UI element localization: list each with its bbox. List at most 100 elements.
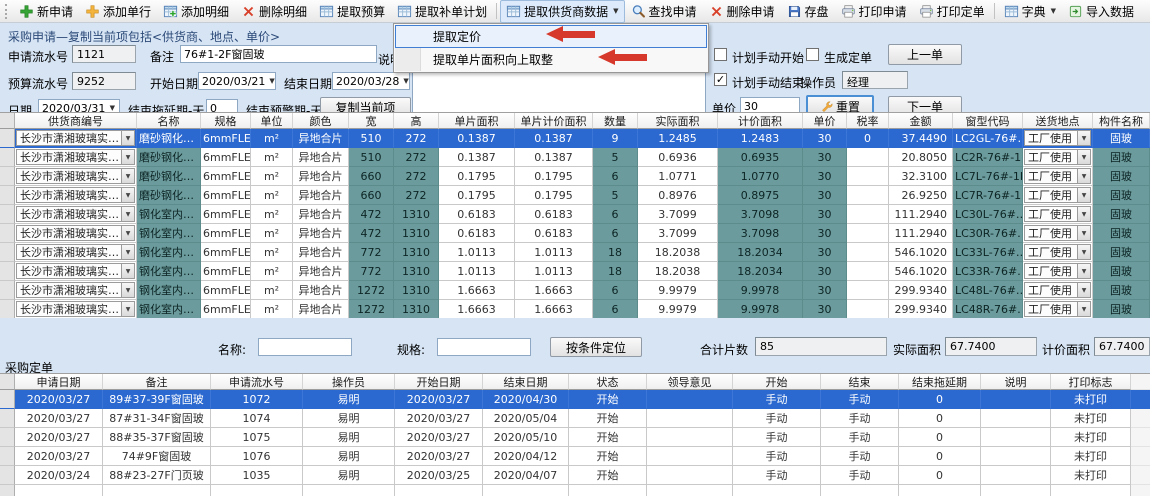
grid-cell[interactable]: 1.2485: [638, 129, 718, 148]
grid-cell[interactable]: 0.6936: [638, 148, 718, 167]
grid-cell[interactable]: 1310: [394, 205, 439, 224]
grid-cell[interactable]: 472: [349, 205, 394, 224]
grid-cell[interactable]: [647, 428, 733, 447]
manual-start-checkbox[interactable]: [714, 48, 727, 61]
grid-cell[interactable]: 0.8976: [638, 186, 718, 205]
grid-cell[interactable]: 1.0770: [718, 167, 803, 186]
grid-cell[interactable]: 1.0113: [515, 243, 593, 262]
grid-cell[interactable]: 6: [593, 300, 638, 318]
grid-cell[interactable]: 1310: [394, 281, 439, 300]
grid-cell[interactable]: 1310: [394, 262, 439, 281]
grid-cell[interactable]: 0.1387: [439, 148, 515, 167]
grid-cell[interactable]: 固玻: [1093, 243, 1150, 262]
grid-cell[interactable]: [15, 485, 103, 496]
column-header[interactable]: 说明: [981, 374, 1051, 390]
grid-cell[interactable]: 2020/03/27: [15, 428, 103, 447]
grid-cell[interactable]: 660: [349, 167, 394, 186]
grid-cell[interactable]: 未打印: [1051, 409, 1131, 428]
grid-cell[interactable]: 0.8975: [718, 186, 803, 205]
grid-cell[interactable]: 546.1020: [889, 262, 953, 281]
grid-cell[interactable]: 长沙市潇湘玻璃实… ▼: [15, 262, 137, 281]
column-header[interactable]: 供货商编号: [15, 113, 137, 129]
column-header[interactable]: 申请流水号: [211, 374, 303, 390]
grid-cell[interactable]: 30: [803, 186, 847, 205]
column-header[interactable]: 单片面积: [439, 113, 515, 129]
grid-cell[interactable]: 3.7099: [638, 205, 718, 224]
grid-cell[interactable]: [847, 186, 889, 205]
column-header[interactable]: 打印标志: [1051, 374, 1131, 390]
grid-cell[interactable]: [981, 447, 1051, 466]
order-row[interactable]: 2020/03/27 89#37-39F窗固玻 1072 易明 2020/03/27 20…: [0, 390, 1150, 409]
grid-cell[interactable]: 87#31-34F窗固玻: [103, 409, 211, 428]
grid-cell[interactable]: 1.2483: [718, 129, 803, 148]
grid-cell[interactable]: 0.1795: [515, 186, 593, 205]
grid-cell[interactable]: [395, 485, 483, 496]
column-header[interactable]: 金额: [889, 113, 953, 129]
row-selector[interactable]: [0, 243, 15, 262]
column-header[interactable]: 颜色: [293, 113, 349, 129]
grid-cell[interactable]: LC2GL-76#…: [953, 129, 1023, 148]
grid-cell[interactable]: m²: [251, 243, 293, 262]
grid-cell[interactable]: 工厂使用 ▼: [1023, 205, 1093, 224]
grid-cell[interactable]: 钢化室内…: [137, 243, 201, 262]
grid-cell[interactable]: 工厂使用 ▼: [1023, 148, 1093, 167]
grid-cell[interactable]: 26.9250: [889, 186, 953, 205]
column-header[interactable]: 税率: [847, 113, 889, 129]
grid-cell[interactable]: 6mmFLE…: [201, 243, 251, 262]
grid-cell[interactable]: 9.9979: [638, 281, 718, 300]
grid-cell[interactable]: 2020/03/27: [15, 447, 103, 466]
column-header[interactable]: 送货地点: [1023, 113, 1093, 129]
filter-spec-input[interactable]: [437, 338, 531, 356]
grid-cell[interactable]: 18.2034: [718, 243, 803, 262]
grid-cell[interactable]: 30: [803, 281, 847, 300]
column-header[interactable]: 规格: [201, 113, 251, 129]
generate-order-checkbox[interactable]: [806, 48, 819, 61]
column-header[interactable]: 申请日期: [15, 374, 103, 390]
column-header[interactable]: 高: [394, 113, 439, 129]
toolbar-button-new-application[interactable]: 新申请: [13, 0, 79, 23]
grid-cell[interactable]: 18.2034: [718, 262, 803, 281]
column-header[interactable]: 结束: [821, 374, 899, 390]
grid-cell[interactable]: 工厂使用 ▼: [1023, 300, 1093, 318]
grid-cell[interactable]: 111.2940: [889, 205, 953, 224]
grid-cell[interactable]: 30: [803, 148, 847, 167]
grid-cell[interactable]: LC48L-76#…: [953, 281, 1023, 300]
manual-end-checkbox[interactable]: ✓: [714, 73, 727, 86]
grid-cell[interactable]: [733, 485, 821, 496]
grid-cell[interactable]: 1075: [211, 428, 303, 447]
detail-row[interactable]: 长沙市潇湘玻璃实…▼磨砂钢化…6mmFLE…m²异地合片6602720.1795…: [0, 167, 1150, 186]
grid-cell[interactable]: 工厂使用 ▼: [1023, 243, 1093, 262]
grid-cell[interactable]: 异地合片: [293, 129, 349, 148]
grid-cell[interactable]: 0.1387: [515, 148, 593, 167]
grid-cell[interactable]: 工厂使用 ▼: [1023, 167, 1093, 186]
grid-cell[interactable]: [899, 485, 981, 496]
grid-cell[interactable]: 18: [593, 243, 638, 262]
grid-cell[interactable]: 1272: [349, 300, 394, 318]
dropdown-arrow-icon[interactable]: ▼: [121, 283, 134, 297]
grid-cell[interactable]: [847, 281, 889, 300]
row-selector[interactable]: [0, 167, 15, 186]
toolbar-button-import-data[interactable]: 导入数据: [1062, 0, 1140, 23]
grid-cell[interactable]: 5: [593, 148, 638, 167]
detail-row[interactable]: 长沙市潇湘玻璃实…▼钢化室内…6mmFLE…m²异地合片47213100.618…: [0, 205, 1150, 224]
column-header[interactable]: 结束拖延期: [899, 374, 981, 390]
grid-cell[interactable]: 手动: [733, 466, 821, 485]
grid-cell[interactable]: 0.1795: [439, 167, 515, 186]
previous-order-button[interactable]: 上一单: [888, 44, 962, 65]
dropdown-arrow-icon[interactable]: ▼: [121, 150, 134, 164]
grid-cell[interactable]: 272: [394, 167, 439, 186]
column-header[interactable]: 窗型代码: [953, 113, 1023, 129]
grid-cell[interactable]: 6mmFLE…: [201, 205, 251, 224]
grid-cell[interactable]: 30: [803, 243, 847, 262]
column-header[interactable]: 开始: [733, 374, 821, 390]
grid-cell[interactable]: 74#9F窗固玻: [103, 447, 211, 466]
grid-cell[interactable]: 1272: [349, 281, 394, 300]
grid-cell[interactable]: 1.0771: [638, 167, 718, 186]
grid-cell[interactable]: m²: [251, 129, 293, 148]
grid-cell[interactable]: 钢化室内…: [137, 281, 201, 300]
row-header-corner[interactable]: [0, 113, 15, 129]
grid-cell[interactable]: 工厂使用 ▼: [1023, 186, 1093, 205]
grid-cell[interactable]: [981, 409, 1051, 428]
grid-cell[interactable]: 长沙市潇湘玻璃实… ▼: [15, 167, 137, 186]
row-selector[interactable]: [0, 148, 15, 167]
